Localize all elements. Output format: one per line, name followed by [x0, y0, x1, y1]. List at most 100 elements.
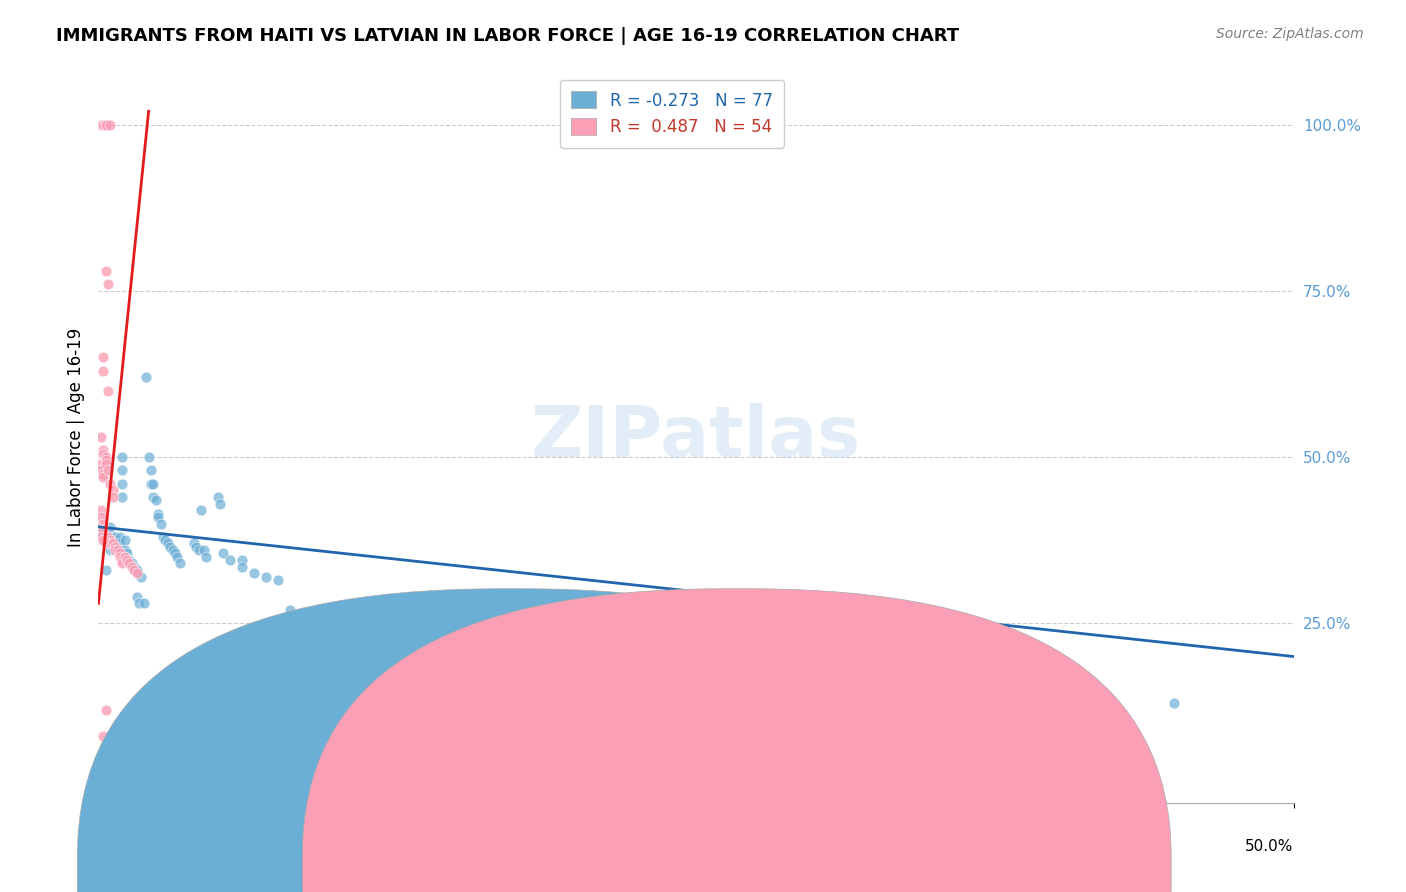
Text: 0.0%: 0.0%	[98, 839, 138, 855]
Point	[91, 729, 114, 743]
Point	[90, 530, 112, 544]
Point	[156, 536, 179, 550]
Point	[91, 363, 114, 377]
Point	[90, 430, 112, 444]
Point	[98, 543, 122, 558]
Point	[111, 450, 134, 464]
Point	[107, 533, 129, 548]
Point	[91, 118, 114, 132]
Point	[94, 457, 117, 471]
Point	[219, 553, 242, 567]
Point	[169, 557, 191, 571]
Point	[194, 549, 218, 564]
Point	[97, 530, 120, 544]
Point	[267, 573, 290, 587]
Point	[187, 543, 209, 558]
Point	[131, 570, 153, 584]
Y-axis label: In Labor Force | Age 16-19: In Labor Force | Age 16-19	[66, 327, 84, 547]
Point	[107, 540, 129, 554]
Text: IMMIGRANTS FROM HAITI VS LATVIAN IN LABOR FORCE | AGE 16-19 CORRELATION CHART: IMMIGRANTS FROM HAITI VS LATVIAN IN LABO…	[56, 27, 959, 45]
Point	[302, 609, 325, 624]
Point	[101, 530, 124, 544]
Point	[111, 463, 134, 477]
Point	[101, 533, 124, 548]
Point	[111, 553, 134, 567]
Text: Source: ZipAtlas.com: Source: ZipAtlas.com	[1216, 27, 1364, 41]
Point	[94, 536, 117, 550]
Point	[121, 559, 143, 574]
Point	[108, 530, 131, 544]
Point	[108, 549, 131, 564]
Point	[91, 516, 114, 531]
Point	[138, 450, 160, 464]
Point	[995, 676, 1018, 690]
Point	[231, 559, 253, 574]
Point	[91, 467, 114, 481]
Point	[111, 490, 134, 504]
Point	[125, 563, 148, 577]
Point	[193, 543, 215, 558]
Point	[108, 543, 131, 558]
Point	[135, 370, 157, 384]
Point	[91, 523, 114, 537]
Point	[142, 476, 165, 491]
Point	[148, 509, 170, 524]
Point	[124, 563, 146, 577]
Point	[162, 543, 184, 558]
Point	[98, 530, 122, 544]
Point	[94, 264, 117, 278]
Point	[94, 703, 117, 717]
Point	[152, 530, 174, 544]
Point	[163, 546, 186, 560]
Point	[207, 490, 229, 504]
Text: Immigrants from Haiti: Immigrants from Haiti	[530, 863, 699, 878]
Point	[145, 493, 167, 508]
Point	[94, 453, 117, 467]
Point	[211, 546, 233, 560]
Point	[90, 118, 112, 132]
Point	[91, 118, 114, 132]
Point	[166, 549, 188, 564]
Point	[98, 536, 122, 550]
Point	[101, 483, 124, 498]
Point	[1163, 696, 1185, 710]
Point	[97, 277, 120, 292]
Point	[104, 543, 127, 558]
Point	[90, 118, 112, 132]
Point	[97, 463, 120, 477]
Point	[94, 450, 117, 464]
Point	[124, 563, 146, 577]
Point	[291, 607, 314, 621]
Point	[94, 530, 117, 544]
Point	[104, 530, 127, 544]
Point	[90, 457, 112, 471]
Point	[148, 507, 170, 521]
Point	[98, 533, 122, 548]
Point	[114, 549, 136, 564]
Point	[326, 616, 349, 631]
Point	[91, 470, 114, 484]
Text: Latvians: Latvians	[755, 863, 820, 878]
Point	[565, 663, 588, 677]
Point	[278, 603, 301, 617]
Text: ZIPatlas: ZIPatlas	[531, 402, 860, 472]
Point	[243, 566, 266, 581]
Point	[98, 520, 122, 534]
Point	[98, 118, 122, 132]
Legend: R = -0.273   N = 77, R =  0.487   N = 54: R = -0.273 N = 77, R = 0.487 N = 54	[560, 79, 785, 148]
Point	[114, 543, 136, 558]
Point	[104, 543, 127, 558]
Point	[101, 543, 124, 558]
Point	[101, 536, 124, 550]
Point	[125, 566, 148, 581]
Point	[124, 559, 146, 574]
Point	[98, 476, 122, 491]
Point	[91, 447, 114, 461]
Point	[231, 553, 253, 567]
Point	[115, 553, 138, 567]
Point	[94, 118, 117, 132]
Point	[142, 490, 165, 504]
Point	[159, 540, 181, 554]
Point	[94, 530, 117, 544]
Point	[97, 530, 120, 544]
